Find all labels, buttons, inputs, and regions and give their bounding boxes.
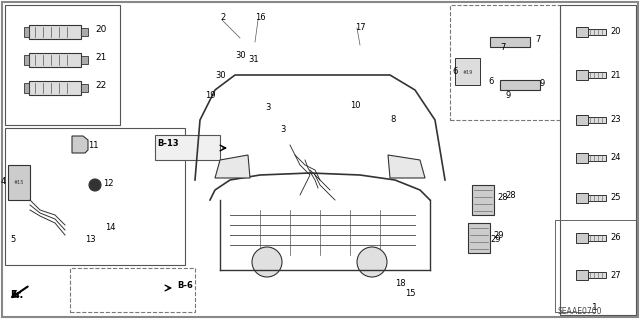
Bar xyxy=(8,165,30,200)
Polygon shape xyxy=(215,155,250,178)
Bar xyxy=(588,72,606,78)
Text: 6: 6 xyxy=(452,68,458,77)
Bar xyxy=(29,53,81,67)
Bar xyxy=(155,135,220,160)
Text: 9: 9 xyxy=(540,78,545,87)
Text: 10: 10 xyxy=(350,100,360,109)
Bar xyxy=(576,115,588,125)
Text: 26: 26 xyxy=(611,234,621,242)
Text: 13: 13 xyxy=(85,235,95,244)
Bar xyxy=(576,270,588,280)
Text: 15: 15 xyxy=(405,288,415,298)
Text: 30: 30 xyxy=(215,70,226,79)
Bar xyxy=(500,80,540,90)
Text: 17: 17 xyxy=(355,24,365,33)
Text: 23: 23 xyxy=(611,115,621,124)
Text: 20: 20 xyxy=(611,27,621,36)
Text: 30: 30 xyxy=(235,50,246,60)
Bar xyxy=(455,58,480,85)
Text: #15: #15 xyxy=(14,181,24,186)
Bar xyxy=(29,25,81,39)
Bar xyxy=(576,193,588,203)
Bar xyxy=(24,83,29,93)
Text: 25: 25 xyxy=(611,194,621,203)
Text: 19: 19 xyxy=(205,91,216,100)
Text: 20: 20 xyxy=(95,26,106,34)
Bar xyxy=(588,29,606,35)
Text: 16: 16 xyxy=(255,13,266,23)
Bar xyxy=(81,28,88,36)
Circle shape xyxy=(357,247,387,277)
Text: 31: 31 xyxy=(248,56,259,64)
Text: 3: 3 xyxy=(265,103,270,113)
Text: 7: 7 xyxy=(500,43,506,53)
Text: 6: 6 xyxy=(488,78,493,86)
Bar xyxy=(5,128,185,265)
Bar xyxy=(70,268,195,312)
Bar xyxy=(472,185,494,215)
Text: 28: 28 xyxy=(505,190,516,199)
Text: 3: 3 xyxy=(280,125,285,135)
Text: 29: 29 xyxy=(493,232,504,241)
Bar xyxy=(576,27,588,37)
Text: 12: 12 xyxy=(103,179,113,188)
Text: 14: 14 xyxy=(105,224,115,233)
Text: 28: 28 xyxy=(497,194,508,203)
Text: 29: 29 xyxy=(490,235,500,244)
Bar xyxy=(81,56,88,64)
Text: B-13: B-13 xyxy=(157,138,179,147)
Text: 2: 2 xyxy=(220,13,225,23)
Text: 18: 18 xyxy=(395,278,406,287)
Text: 11: 11 xyxy=(88,140,99,150)
Text: 22: 22 xyxy=(95,81,106,91)
Bar xyxy=(560,5,636,315)
Text: 24: 24 xyxy=(611,153,621,162)
Text: #19: #19 xyxy=(463,70,473,75)
Text: B-6: B-6 xyxy=(177,280,193,290)
Bar xyxy=(5,5,120,125)
Polygon shape xyxy=(388,155,425,178)
Text: 21: 21 xyxy=(611,70,621,79)
Text: SEAAE0700: SEAAE0700 xyxy=(558,308,602,316)
Bar xyxy=(588,195,606,201)
Text: 9: 9 xyxy=(505,91,510,100)
Bar xyxy=(24,55,29,65)
Text: 21: 21 xyxy=(95,54,106,63)
Text: 5: 5 xyxy=(10,235,15,244)
Text: 27: 27 xyxy=(611,271,621,279)
Bar xyxy=(29,81,81,95)
Text: 8: 8 xyxy=(390,115,396,124)
Polygon shape xyxy=(72,136,88,153)
Bar xyxy=(576,70,588,80)
Bar xyxy=(576,153,588,163)
Bar xyxy=(588,155,606,161)
Bar xyxy=(588,117,606,123)
Bar xyxy=(81,84,88,92)
Text: 4: 4 xyxy=(1,177,6,187)
Text: 7: 7 xyxy=(535,35,540,44)
Bar xyxy=(588,235,606,241)
Bar xyxy=(450,5,560,120)
Bar xyxy=(24,27,29,37)
Bar xyxy=(588,272,606,278)
Circle shape xyxy=(89,179,101,191)
Text: 1: 1 xyxy=(592,303,598,313)
Bar xyxy=(468,223,490,253)
Text: Fr.: Fr. xyxy=(10,290,23,300)
Bar xyxy=(490,37,530,47)
Bar xyxy=(576,233,588,243)
Circle shape xyxy=(252,247,282,277)
